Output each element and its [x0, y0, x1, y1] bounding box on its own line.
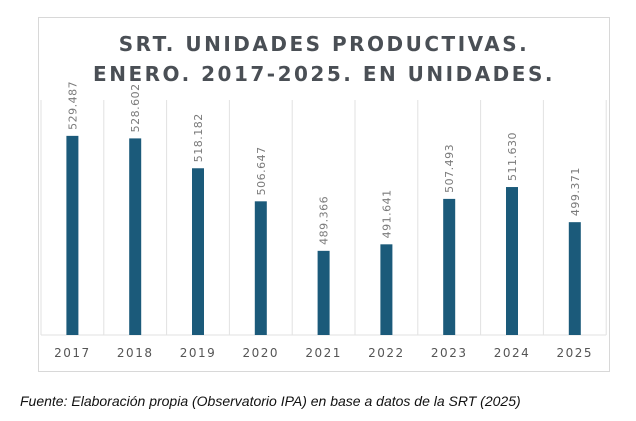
bar-2022	[380, 244, 393, 335]
bar-2025	[568, 222, 581, 335]
bar-2017	[66, 135, 79, 335]
x-tick-label-2019: 2019	[180, 346, 217, 360]
source-caption: Fuente: Elaboración propia (Observatorio…	[20, 393, 521, 409]
data-label-2018: 528.602	[129, 83, 142, 132]
x-tick-label-2022: 2022	[368, 346, 405, 360]
bar-2020	[254, 201, 267, 335]
data-label-2022: 491.641	[380, 189, 393, 238]
bar-2023	[443, 198, 456, 335]
data-label-2021: 489.366	[318, 196, 331, 245]
x-tick-label-2024: 2024	[494, 346, 531, 360]
x-tick-label-2021: 2021	[305, 346, 342, 360]
x-tick-label-2025: 2025	[557, 346, 594, 360]
data-label-2025: 499.371	[569, 167, 582, 216]
chart-title-line-1: SRT. UNIDADES PRODUCTIVAS.	[118, 32, 530, 56]
bar-2019	[192, 168, 204, 335]
data-label-2024: 511.630	[506, 132, 519, 181]
data-label-2017: 529.487	[66, 81, 79, 130]
x-tick-label-2017: 2017	[54, 346, 91, 360]
bar-2024	[506, 187, 518, 335]
data-label-2020: 506.647	[255, 146, 268, 195]
bar-2021	[317, 250, 330, 335]
data-label-2019: 518.182	[192, 113, 205, 162]
chart-title-line-2: ENERO. 2017-2025. EN UNIDADES.	[93, 62, 555, 86]
data-label-2023: 507.493	[443, 144, 456, 193]
x-tick-label-2023: 2023	[431, 346, 468, 360]
x-tick-label-2020: 2020	[243, 346, 280, 360]
bar-2018	[129, 138, 142, 335]
chart-frame	[38, 17, 610, 372]
x-tick-label-2018: 2018	[117, 346, 154, 360]
